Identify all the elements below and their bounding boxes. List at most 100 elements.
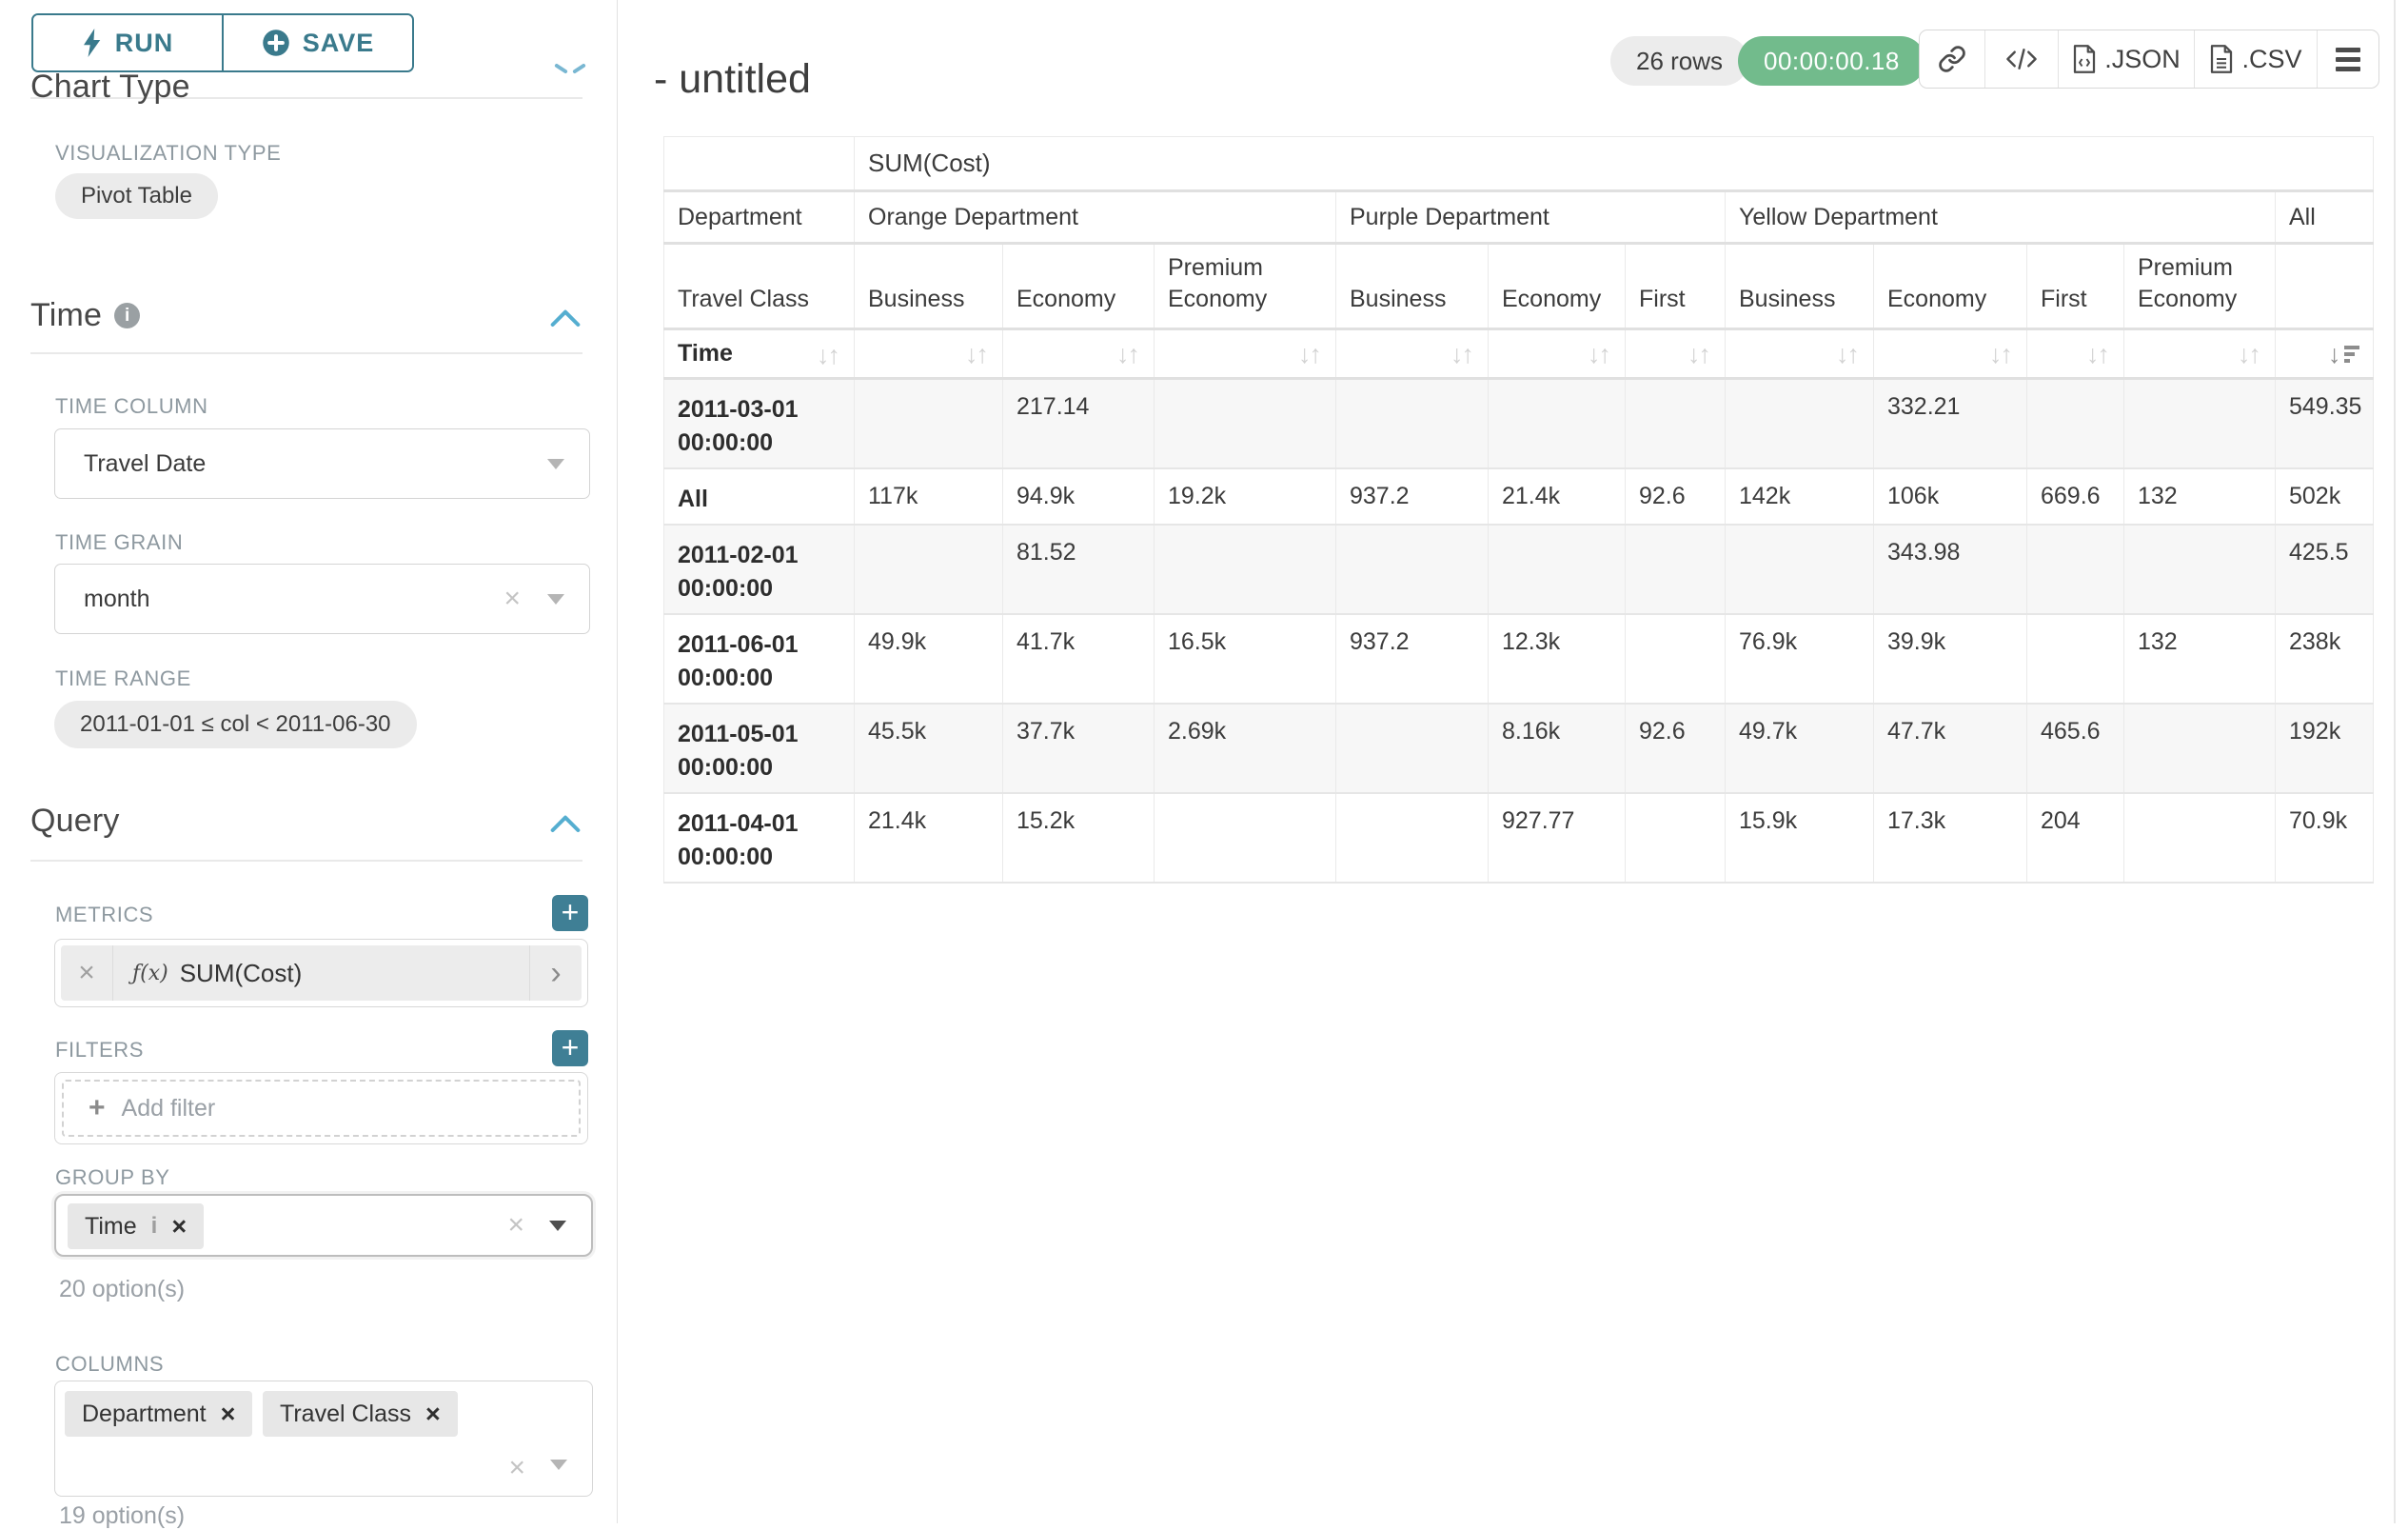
metric-chip[interactable]: × ƒ(x) SUM(Cost) › — [61, 945, 582, 1001]
remove-metric-icon[interactable]: × — [61, 945, 113, 1001]
sort-icon[interactable]: ↓↑ — [965, 342, 989, 368]
hamburger-icon — [2336, 48, 2360, 71]
chart-title[interactable]: - untitled — [654, 56, 811, 103]
pivot-cell: 106k — [1874, 468, 2027, 525]
sort-icon[interactable]: ↓↑ — [1989, 342, 2013, 368]
info-icon[interactable]: i — [151, 1213, 158, 1240]
add-filter-plus-button[interactable]: + — [552, 1030, 588, 1066]
pivot-cell — [1336, 704, 1489, 793]
table-row: All117k94.9k19.2k937.221.4k92.6142k106k6… — [664, 468, 2374, 525]
remove-tag-icon[interactable]: × — [221, 1400, 236, 1429]
metric-control: × ƒ(x) SUM(Cost) › — [54, 939, 588, 1007]
pivot-cell: 37.7k — [1003, 704, 1155, 793]
info-icon[interactable]: i — [114, 303, 140, 328]
time-range-pill[interactable]: 2011-01-01 ≤ col < 2011-06-30 — [54, 701, 417, 748]
sort-header-cell: ↓↑ — [1003, 329, 1155, 379]
scrollbar-track[interactable] — [2394, 0, 2396, 1523]
department-header: Yellow Department — [1726, 191, 2276, 244]
pivot-cell: 92.6 — [1626, 468, 1726, 525]
sort-icon[interactable]: ↓↑ — [1836, 342, 1860, 368]
row-label: 2011-04-01 00:00:00 — [664, 793, 855, 883]
pivot-cell — [1726, 379, 1874, 469]
sort-icon[interactable]: ↓↑ — [2086, 342, 2110, 368]
sort-icon[interactable]: ↓↑ — [2238, 342, 2261, 368]
group-by-select[interactable]: Time i × × — [54, 1194, 593, 1257]
columns-tag: Travel Class × — [263, 1391, 458, 1437]
sort-icon[interactable]: ↓↑ — [1298, 342, 1322, 368]
view-query-button[interactable] — [1984, 30, 2058, 88]
travel-class-header: Economy — [1489, 244, 1626, 329]
clear-icon[interactable]: × — [508, 1454, 525, 1482]
pivot-cell — [1155, 525, 1336, 614]
row-label: 2011-02-01 00:00:00 — [664, 525, 855, 614]
time-grain-select[interactable]: month × — [54, 564, 590, 634]
group-by-label: GROUP BY — [55, 1165, 170, 1190]
pivot-cell — [1626, 379, 1726, 469]
columns-select[interactable]: Department × Travel Class × × — [54, 1381, 593, 1497]
tag-label: Time — [85, 1213, 137, 1241]
tag-label: Travel Class — [280, 1401, 411, 1428]
sort-descending-icon[interactable]: ↓ — [2328, 342, 2360, 368]
pivot-cell — [1155, 793, 1336, 883]
pivot-cell: 204 — [2027, 793, 2124, 883]
travel-class-header: Premium Economy — [1155, 244, 1336, 329]
pivot-cell: 21.4k — [855, 793, 1003, 883]
time-column-select[interactable]: Travel Date — [54, 428, 590, 499]
viz-type-pill[interactable]: Pivot Table — [55, 173, 218, 219]
run-button[interactable]: RUN — [33, 15, 222, 70]
pivot-table-container: SUM(Cost)DepartmentOrange DepartmentPurp… — [663, 136, 2374, 884]
add-filter-label: Add filter — [122, 1095, 216, 1123]
sort-icon[interactable]: ↓↑ — [1688, 342, 1711, 368]
link-icon — [1938, 45, 1966, 73]
sort-header-cell: ↓↑ — [1336, 329, 1489, 379]
pivot-cell: 47.7k — [1874, 704, 2027, 793]
pivot-cell — [1626, 614, 1726, 704]
time-label: Time — [678, 340, 733, 367]
add-metric-button[interactable]: + — [552, 895, 588, 931]
sort-icon[interactable]: ↓↑ — [817, 343, 840, 368]
control-sidebar: Chart Type RUN SAVE VISUALIZATION TYPE P… — [0, 0, 618, 1523]
file-json-icon — [2072, 45, 2097, 73]
sort-header-cell: ↓↑ — [2027, 329, 2124, 379]
sort-icon[interactable]: ↓↑ — [1588, 342, 1611, 368]
pivot-cell — [855, 379, 1003, 469]
pivot-cell: 41.7k — [1003, 614, 1155, 704]
query-section-collapse-chevron-icon[interactable] — [550, 812, 581, 833]
pivot-cell: 502k — [2276, 468, 2374, 525]
pivot-cell — [1336, 525, 1489, 614]
export-csv-button[interactable]: .CSV — [2194, 30, 2317, 88]
time-grain-label: TIME GRAIN — [55, 530, 183, 555]
export-json-button[interactable]: .JSON — [2058, 30, 2194, 88]
sort-header-cell: ↓↑ — [1155, 329, 1336, 379]
time-section-collapse-chevron-icon[interactable] — [550, 307, 581, 328]
pivot-cell: 238k — [2276, 614, 2374, 704]
remove-tag-icon[interactable]: × — [171, 1212, 187, 1242]
pivot-cell — [1626, 793, 1726, 883]
table-row: 2011-02-01 00:00:0081.52343.98425.5 — [664, 525, 2374, 614]
remove-tag-icon[interactable]: × — [425, 1400, 441, 1429]
table-row: SUM(Cost) — [664, 137, 2374, 191]
clear-icon[interactable]: × — [503, 585, 521, 613]
menu-button[interactable] — [2317, 30, 2378, 88]
lightning-icon — [82, 29, 103, 57]
clear-icon[interactable]: × — [507, 1211, 524, 1240]
share-link-button[interactable] — [1920, 30, 1984, 88]
save-button[interactable]: SAVE — [222, 15, 412, 70]
sort-icon[interactable]: ↓↑ — [1451, 342, 1474, 368]
pivot-cell: 217.14 — [1003, 379, 1155, 469]
row-subdimension-header: Travel Class — [664, 244, 855, 329]
file-csv-icon — [2209, 45, 2234, 73]
pivot-cell: 94.9k — [1003, 468, 1155, 525]
expand-metric-icon[interactable]: › — [529, 945, 582, 1001]
pivot-cell — [1626, 525, 1726, 614]
pivot-cell: 465.6 — [2027, 704, 2124, 793]
pivot-cell: 937.2 — [1336, 468, 1489, 525]
chevron-down-icon — [547, 594, 564, 605]
pivot-cell: 49.9k — [855, 614, 1003, 704]
time-column-label: TIME COLUMN — [55, 394, 208, 419]
add-filter-button[interactable]: + Add filter — [62, 1080, 581, 1137]
row-label: 2011-06-01 00:00:00 — [664, 614, 855, 704]
pivot-cell — [855, 525, 1003, 614]
time-range-label: TIME RANGE — [55, 666, 191, 691]
sort-icon[interactable]: ↓↑ — [1116, 342, 1140, 368]
